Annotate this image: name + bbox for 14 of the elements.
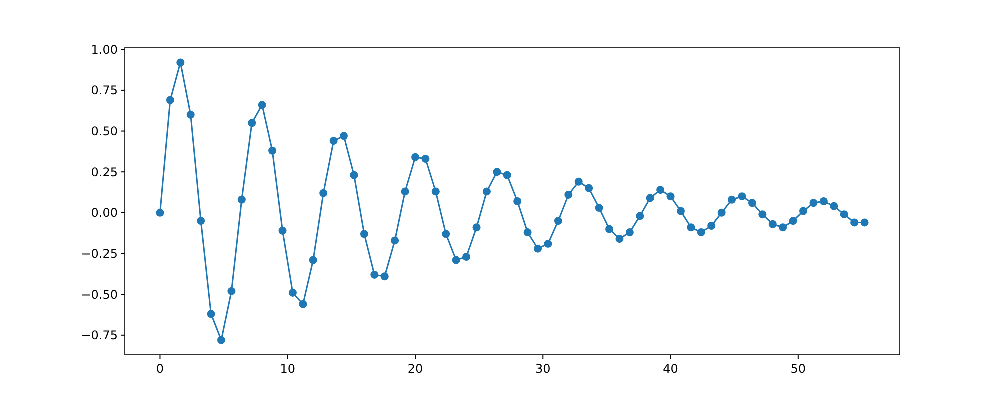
x-tick-label: 0: [156, 362, 164, 376]
x-tick-label: 30: [535, 362, 551, 376]
y-tick-label: 0.50: [91, 124, 118, 138]
x-tick-label: 50: [790, 362, 806, 376]
y-tick-label: 0.75: [91, 84, 118, 98]
x-tick-label: 20: [408, 362, 424, 376]
y-tick-label: 1.00: [91, 42, 118, 57]
y-tick-label: −0.50: [81, 288, 118, 302]
y-tick-label: −0.25: [81, 246, 118, 261]
x-tick-label: 10: [280, 362, 296, 376]
y-tick-label: −0.75: [81, 328, 118, 343]
y-tick-label: 0.25: [91, 165, 118, 180]
x-tick-label: 40: [663, 362, 678, 376]
y-tick-label: 0.00: [91, 206, 118, 220]
